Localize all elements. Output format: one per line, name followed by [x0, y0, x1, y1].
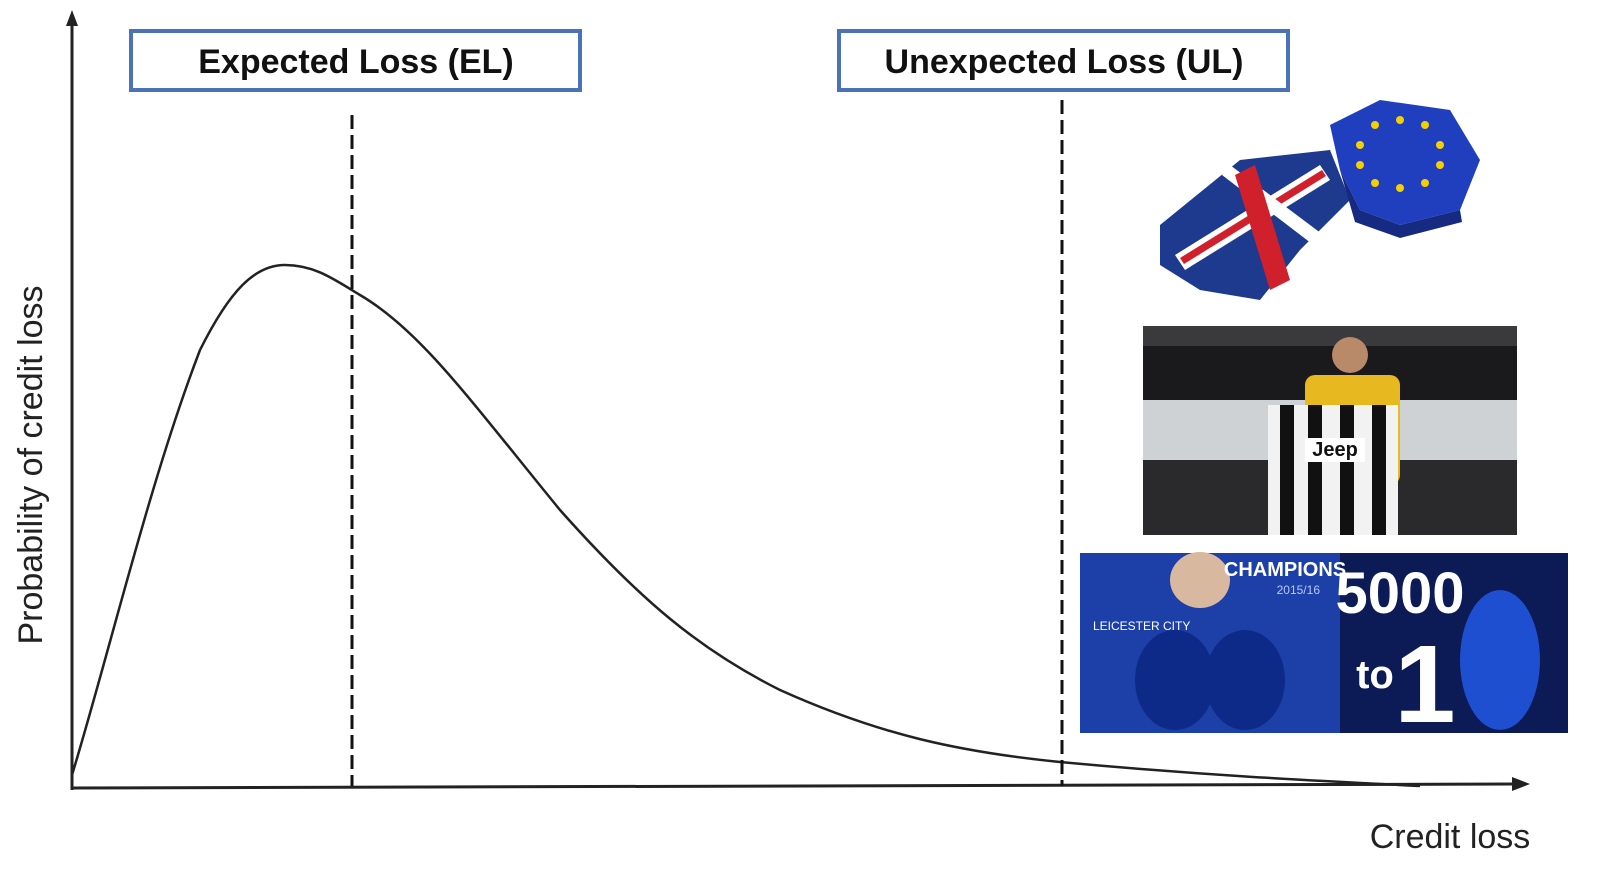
el-box — [129, 29, 582, 92]
y-arrow — [66, 10, 78, 26]
axes — [66, 10, 1530, 791]
odds-mid: to — [1356, 653, 1394, 697]
brexit-puzzle-image — [1160, 100, 1480, 300]
banner-title: CHAMPIONS — [1224, 559, 1346, 581]
odds-top: 5000 — [1335, 561, 1464, 626]
loss-curve — [70, 263, 1421, 788]
juventus-photo: Jeep — [1143, 326, 1517, 535]
x-axis — [71, 782, 1516, 790]
banner-club: LEICESTER CITY — [1093, 619, 1190, 633]
ul-label: Unexpected Loss (UL) — [885, 43, 1244, 81]
ul-box — [837, 29, 1290, 92]
x-arrow — [1512, 777, 1530, 791]
y-axis-label: Probability of credit loss — [12, 285, 50, 644]
shirt-text: Jeep — [1312, 439, 1358, 461]
banner-season: 2015/16 — [1277, 583, 1321, 597]
leicester-banner: CHAMPIONS 2015/16 LEICESTER CITY 5000 to… — [1080, 552, 1568, 746]
odds-bottom: 1 — [1394, 623, 1455, 746]
el-label: Expected Loss (EL) — [198, 43, 514, 81]
x-axis-label: Credit loss — [1370, 818, 1531, 856]
